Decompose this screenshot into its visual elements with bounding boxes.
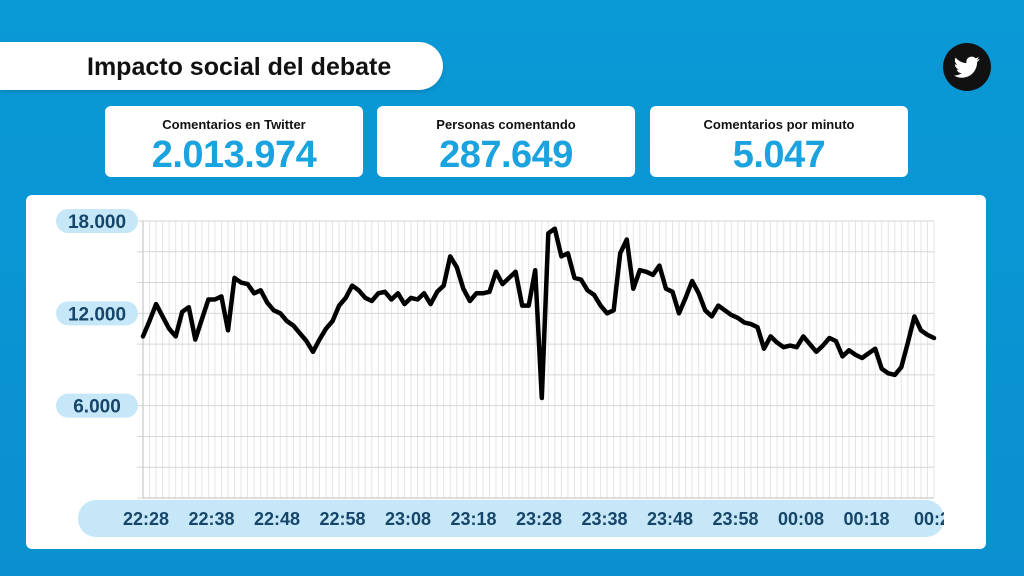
y-tick-label: 12.000 (68, 304, 126, 325)
twitter-badge (943, 43, 991, 91)
page-title: Impacto social del debate (87, 53, 392, 81)
chart-card: 18.000 12.000 6.000 22:28 22:38 22:48 22:58 23:… (26, 195, 986, 549)
y-tick-pill (56, 301, 138, 326)
x-tick-bar (78, 500, 944, 537)
stat-label: Comentarios en Twitter (162, 117, 306, 132)
y-tick-pill (56, 209, 138, 233)
y-tick-label: 18.000 (68, 212, 126, 233)
x-tick-label: 00:18 (843, 509, 889, 529)
stat-card-people: Personas comentando 287.649 (377, 106, 635, 177)
twitter-bird-icon (953, 56, 980, 78)
x-tick-label: 22:28 (123, 509, 169, 529)
stat-card-per-minute: Comentarios por minuto 5.047 (650, 106, 908, 177)
x-tick-label: 23:08 (385, 509, 431, 529)
stat-value: 287.649 (439, 134, 573, 176)
x-tick-label: 22:48 (254, 509, 300, 529)
x-tick-label: 23:38 (581, 509, 627, 529)
line-chart: 18.000 12.000 6.000 22:28 22:38 22:48 22:58 23:… (56, 209, 986, 537)
stat-value: 5.047 (732, 134, 826, 176)
x-tick-label: 23:48 (647, 509, 693, 529)
stat-value: 2.013.974 (151, 134, 317, 176)
x-tick-label: 22:58 (319, 509, 365, 529)
x-tick-label: 00:2 (914, 509, 950, 529)
stat-label: Personas comentando (436, 117, 576, 132)
y-tick-pill (56, 393, 138, 418)
x-tick-label: 00:08 (778, 509, 824, 529)
x-tick-label: 23:18 (450, 509, 496, 529)
stat-card-comments: Comentarios en Twitter 2.013.974 (105, 106, 363, 177)
stat-label: Comentarios por minuto (703, 117, 855, 132)
x-tick-label: 23:28 (516, 509, 562, 529)
x-tick-label: 22:38 (188, 509, 234, 529)
title-banner: Impacto social del debate (0, 42, 443, 90)
x-tick-label: 23:58 (712, 509, 758, 529)
x-tick-clip (944, 500, 986, 537)
y-tick-label: 6.000 (73, 397, 121, 418)
series-line (140, 226, 937, 401)
